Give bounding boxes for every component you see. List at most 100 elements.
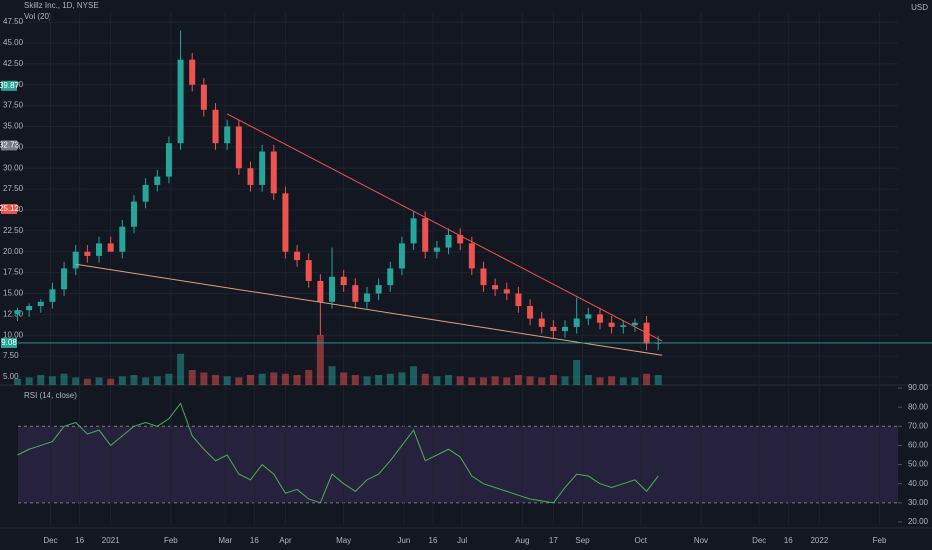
y-tick-label: 37.50: [3, 101, 24, 110]
chart-title: Skillz Inc., 1D, NYSE: [24, 1, 99, 10]
x-tick-label: Dec: [43, 536, 57, 545]
price-tag-box: [1, 140, 17, 151]
candle-body: [294, 251, 301, 261]
rsi-band-fill: [18, 426, 898, 503]
last-price-label: 9.08: [1, 338, 17, 347]
candle-body: [61, 268, 68, 290]
candle-body: [398, 243, 405, 269]
price-tag-box: [1, 203, 17, 214]
trendline: [75, 263, 663, 356]
candle-body: [596, 314, 603, 323]
candle-body: [527, 306, 534, 319]
candle-body: [107, 243, 114, 252]
candle-body: [247, 168, 254, 185]
candle-body: [37, 301, 44, 307]
candle-body: [340, 276, 347, 286]
rsi-tick-label: 70.00: [908, 421, 929, 430]
x-tick-label: May: [336, 536, 351, 545]
candle-body: [573, 318, 580, 327]
volume-bar: [328, 366, 336, 385]
volume-bar: [538, 377, 546, 385]
candle-body: [189, 59, 196, 85]
y-tick-label: 42.50: [3, 59, 24, 68]
candle-body: [387, 268, 394, 286]
x-tick-label: Dec: [752, 536, 766, 545]
volume-bar: [223, 376, 231, 385]
volume-bar: [363, 376, 371, 385]
y-tick-label: 35.00: [3, 122, 24, 131]
candle-body: [631, 322, 638, 326]
volume-bar: [72, 377, 80, 385]
price-tag-box: [1, 80, 17, 91]
candle-body: [119, 226, 126, 252]
candle-body: [270, 151, 277, 194]
candle-body: [165, 143, 172, 177]
price-tag-label: 25.12: [0, 204, 20, 213]
volume-bar: [340, 372, 348, 385]
candle-body: [445, 235, 452, 248]
candle-body: [154, 176, 161, 185]
price-tag-label: 39.87: [0, 81, 20, 90]
candle-body: [608, 322, 615, 327]
volume-bar: [643, 373, 651, 385]
rsi-line: [17, 402, 659, 504]
volume-bar: [549, 375, 557, 385]
volume-bar: [479, 377, 487, 385]
y-tick-label: 20.00: [3, 247, 24, 256]
volume-bar: [386, 373, 394, 385]
y-tick-label: 47.50: [3, 17, 24, 26]
volume-bar: [188, 370, 196, 385]
y-tick-label: 27.50: [3, 184, 24, 193]
rsi-tick-label: 20.00: [908, 517, 929, 526]
candle-body: [259, 151, 266, 185]
volume-bar: [351, 375, 359, 385]
candle-body: [130, 201, 137, 227]
volume-bar: [95, 377, 103, 385]
candle-body: [457, 235, 464, 244]
candle-body: [305, 260, 312, 281]
candle-body: [317, 280, 324, 302]
volume-bar: [514, 375, 522, 385]
candle-body: [224, 126, 231, 144]
volume-bar: [619, 377, 627, 385]
y-tick-label: 17.50: [3, 268, 24, 277]
candle-body: [282, 193, 289, 252]
x-tick-label: 16: [250, 536, 259, 545]
volume-bar: [83, 378, 91, 385]
candle-body: [235, 126, 242, 169]
volume-bar: [491, 376, 499, 385]
candle-body: [352, 285, 359, 302]
volume-bar: [258, 373, 266, 385]
volume-bar: [165, 373, 173, 385]
y-tick-label: 12.50: [3, 309, 24, 318]
x-tick-label: Sep: [575, 536, 590, 545]
volume-bar: [398, 372, 406, 385]
x-tick-label: Oct: [635, 536, 648, 545]
volume-bar: [142, 377, 150, 385]
volume-bar: [293, 375, 301, 385]
currency: USD: [911, 3, 928, 12]
candle-body: [550, 326, 557, 332]
candle-body: [620, 325, 627, 327]
volume-bar: [246, 375, 254, 385]
volume-bar: [177, 353, 185, 385]
candle-body: [363, 293, 370, 302]
x-tick-label: Feb: [873, 536, 887, 545]
rsi-tick-label: 80.00: [908, 402, 929, 411]
x-tick-label: Jun: [397, 536, 410, 545]
volume-bar: [48, 376, 56, 385]
volume-bar: [153, 376, 161, 385]
volume-bar: [561, 376, 569, 385]
x-tick-label: Apr: [279, 536, 292, 545]
volume-bar: [456, 376, 464, 385]
candle-body: [200, 84, 207, 110]
candle-body: [26, 306, 33, 311]
candle-body: [503, 289, 510, 294]
candle-body: [375, 285, 382, 294]
y-tick-label: 22.50: [3, 226, 24, 235]
candle-body: [14, 310, 21, 315]
volume-bar: [13, 378, 21, 385]
volume-bar: [584, 375, 592, 385]
price-tag-label: 32.73: [0, 141, 20, 150]
candle-body: [212, 109, 219, 144]
